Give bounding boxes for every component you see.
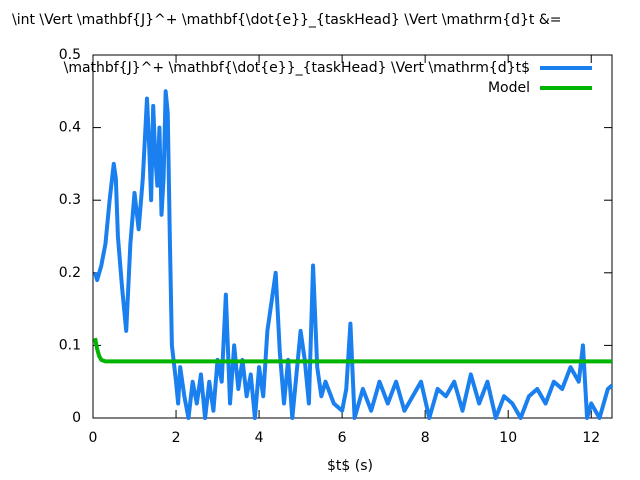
x-tick-label: 2 — [172, 430, 181, 446]
x-tick-label: 8 — [421, 430, 430, 446]
x-tick-label: 12 — [582, 430, 600, 446]
y-tick-label: 0.2 — [59, 265, 81, 281]
y-tick-label: 0.3 — [59, 192, 81, 208]
legend-label: \mathbf{J}^+ \mathbf{\dot{e}}_{taskHead}… — [64, 60, 530, 76]
legend-label: Model — [488, 80, 530, 96]
plot-border — [92, 54, 613, 419]
x-axis-label: $t$ (s) — [327, 458, 373, 474]
x-tick-label: 6 — [338, 430, 347, 446]
x-tick-label: 10 — [499, 430, 517, 446]
series-line — [93, 89, 614, 420]
y-tick-label: 0.1 — [59, 337, 81, 353]
series-line — [93, 337, 612, 364]
y-tick-label: 0.5 — [59, 47, 81, 63]
y-tick-label: 0 — [72, 410, 81, 426]
y-tick-label: 0.4 — [59, 120, 81, 136]
x-tick-label: 0 — [89, 430, 98, 446]
x-tick-label: 4 — [255, 430, 264, 446]
chart-title: \int \Vert \mathbf{J}^+ \mathbf{\dot{e}}… — [12, 12, 562, 28]
